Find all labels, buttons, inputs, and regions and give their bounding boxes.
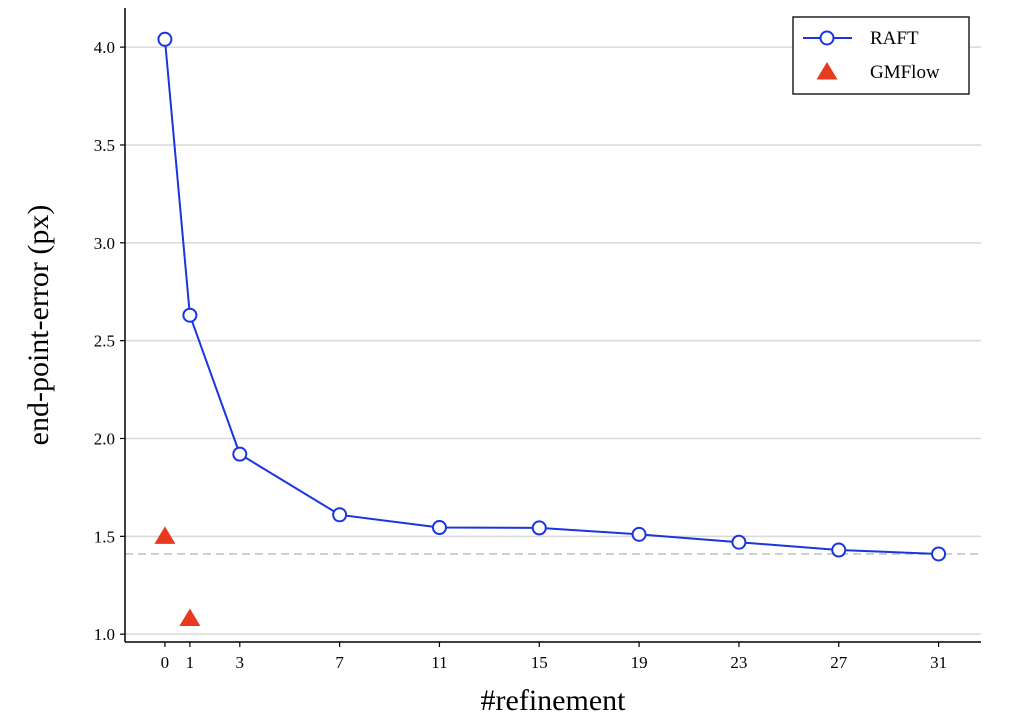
x-axis-label: #refinement: [481, 684, 627, 717]
gmflow-point: [179, 608, 201, 627]
series: [154, 31, 947, 627]
y-tick-label: 1.5: [94, 527, 115, 546]
x-tick-label: 11: [431, 653, 447, 672]
y-tick-label: 2.0: [94, 429, 115, 448]
axes: [124, 8, 981, 643]
tick-labels: 1.0 1.5 2.0 2.5 3.0 3.5 4.0 0 1 3 7 11 15 19 23 27 31: [94, 38, 947, 672]
legend-raft-marker: [819, 30, 835, 46]
raft-point: [157, 31, 173, 47]
raft-line: [163, 39, 939, 555]
legend-raft-label: RAFT: [870, 28, 919, 49]
raft-point: [182, 307, 198, 323]
gmflow-point: [154, 526, 176, 544]
x-tick-label: 23: [730, 653, 747, 672]
grid-lines: [125, 46, 981, 635]
raft-point: [631, 526, 647, 542]
y-axis-label: end-point-error (px): [22, 205, 55, 446]
y-tick-label: 3.5: [94, 136, 115, 155]
raft-point: [531, 520, 547, 536]
raft-point: [332, 507, 348, 523]
x-tick-label: 19: [631, 653, 648, 672]
raft-point: [232, 446, 248, 462]
y-tick-label: 3.0: [94, 234, 115, 253]
raft-point: [931, 546, 947, 562]
legend-box: [792, 16, 970, 95]
legend: RAFT GMFlow: [792, 16, 970, 95]
x-tick-label: 1: [186, 653, 195, 672]
legend-gmflow-marker: [816, 62, 838, 80]
x-tick-label: 27: [830, 653, 848, 672]
raft-point: [431, 520, 447, 536]
x-tick-label: 0: [161, 653, 170, 672]
legend-gmflow-label: GMFlow: [870, 62, 940, 83]
y-tick-label: 4.0: [94, 38, 115, 57]
x-tick-label: 7: [335, 653, 344, 672]
raft-point: [731, 534, 747, 550]
x-tick-label: 15: [531, 653, 548, 672]
x-tick-label: 3: [236, 653, 245, 672]
x-tick-label: 31: [930, 653, 947, 672]
raft-point: [831, 542, 847, 558]
y-tick-label: 2.5: [94, 332, 115, 351]
y-tick-label: 1.0: [94, 625, 115, 644]
